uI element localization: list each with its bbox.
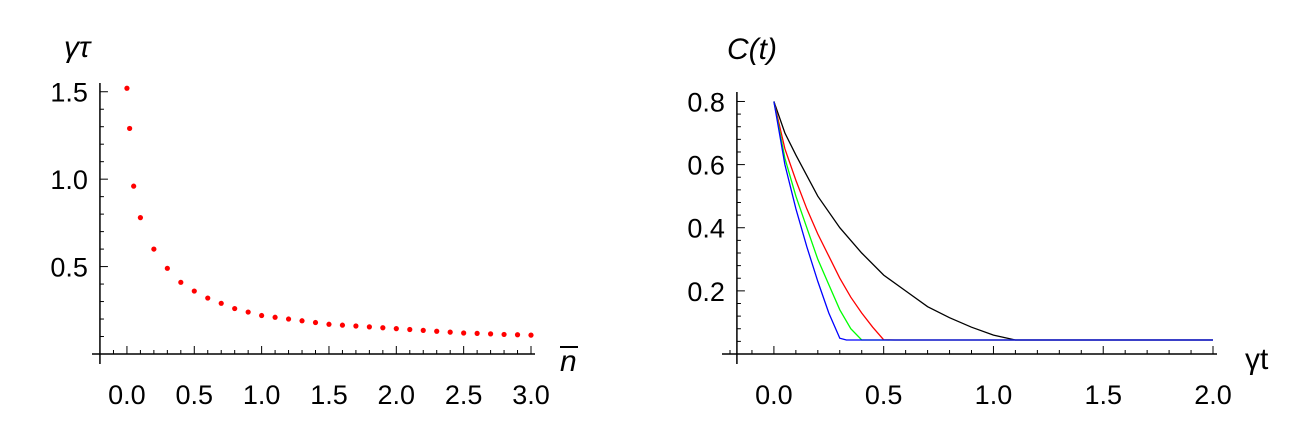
data-point xyxy=(272,314,278,320)
data-point xyxy=(407,326,413,333)
data-point xyxy=(164,265,170,271)
x-axis-title: γt xyxy=(1245,343,1269,376)
data-point xyxy=(366,324,372,330)
y-axis-title: C(t) xyxy=(727,33,777,66)
data-point xyxy=(205,295,211,301)
series-line xyxy=(773,101,1213,341)
y-axis-title: γτ xyxy=(64,31,92,64)
x-tick-label: 0.5 xyxy=(865,380,903,410)
x-tick-label: 2.5 xyxy=(445,380,483,410)
data-point xyxy=(259,312,265,319)
data-point xyxy=(447,329,453,335)
data-point xyxy=(380,325,386,331)
y-tick-label: 0.2 xyxy=(687,277,725,307)
x-tick-label: 0.5 xyxy=(176,380,214,410)
dispersion-time-chart: 0.0 0.5 1.0 1.5 2.0 2.5 3.0 0.5 1.0 1.5 γτ n xyxy=(50,31,578,410)
data-point xyxy=(326,321,332,327)
x-tick-label: 1.5 xyxy=(1084,380,1122,410)
data-point xyxy=(487,331,494,337)
data-point xyxy=(137,215,144,221)
x-tick-label: 2.0 xyxy=(378,380,416,410)
x-tick-label: 2.0 xyxy=(1194,380,1232,410)
data-point xyxy=(151,246,157,252)
x-tick-label: 1.5 xyxy=(310,380,348,410)
data-point xyxy=(434,328,440,334)
series-line xyxy=(773,101,1213,341)
x-tick-label: 0.0 xyxy=(755,380,793,410)
x-tick-label: 0.0 xyxy=(108,380,146,410)
data-point xyxy=(501,331,507,338)
data-point xyxy=(245,309,251,315)
data-point xyxy=(178,279,184,285)
data-point xyxy=(232,305,238,312)
data-point xyxy=(218,300,224,306)
axes: 0.0 0.5 1.0 1.5 2.0 2.5 3.0 0.5 1.0 1.5 xyxy=(50,78,549,410)
data-point xyxy=(474,330,480,336)
series-line xyxy=(773,101,1213,341)
data-point xyxy=(285,316,292,322)
data-series-lines xyxy=(773,101,1213,341)
x-axis-title: n xyxy=(560,345,577,378)
y-tick-label: 0.8 xyxy=(687,87,725,117)
x-tick-label: 1.0 xyxy=(975,380,1013,410)
y-tick-label: 0.5 xyxy=(50,253,88,283)
correlation-decay-chart: 0.0 0.5 1.0 1.5 2.0 0.2 0.4 0.6 0.8 C(t) γt xyxy=(687,33,1269,410)
data-point xyxy=(339,322,346,328)
data-point xyxy=(131,183,137,189)
x-tick-label: 1.0 xyxy=(243,380,281,410)
y-tick-label: 1.0 xyxy=(50,165,88,195)
x-tick-label: 3.0 xyxy=(512,380,550,410)
data-point xyxy=(299,318,305,324)
axes: 0.0 0.5 1.0 1.5 2.0 0.2 0.4 0.6 0.8 xyxy=(687,87,1231,410)
series-line xyxy=(773,101,1213,341)
data-point xyxy=(191,288,197,294)
data-point xyxy=(461,330,467,336)
y-tick-label: 0.4 xyxy=(687,214,725,244)
data-points xyxy=(124,85,534,338)
data-point xyxy=(528,332,534,338)
data-point xyxy=(420,327,426,333)
y-tick-label: 1.5 xyxy=(50,78,88,108)
data-point xyxy=(312,319,319,326)
data-point xyxy=(124,85,130,91)
data-point xyxy=(514,332,521,338)
data-point xyxy=(127,125,133,132)
y-tick-label: 0.6 xyxy=(687,151,725,181)
data-point xyxy=(393,326,399,332)
data-point xyxy=(353,323,359,329)
